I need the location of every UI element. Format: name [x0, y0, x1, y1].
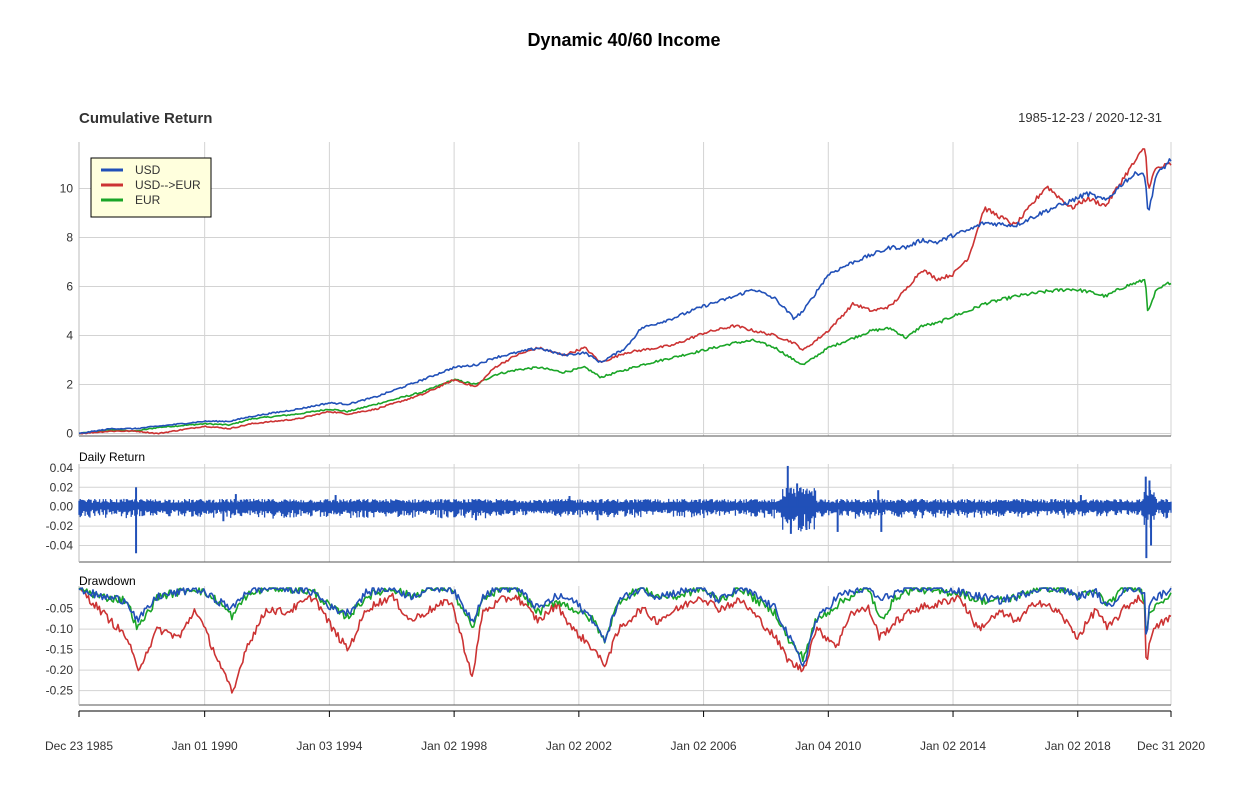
y-tick-label: 0.04 [50, 461, 74, 475]
series-line-usd [78, 587, 1172, 667]
x-tick-label: Jan 02 2002 [546, 739, 612, 753]
y-tick-label: 0.02 [50, 480, 74, 494]
x-tick-label: Jan 03 1994 [296, 739, 362, 753]
y-tick-label: -0.10 [46, 622, 74, 636]
y-tick-label: -0.15 [46, 643, 74, 657]
series-line-usd-eur [78, 587, 1172, 694]
x-tick-label: Jan 01 1990 [172, 739, 238, 753]
y-tick-label: 8 [66, 231, 73, 245]
y-tick-label: 10 [60, 182, 74, 196]
y-tick-label: -0.05 [46, 602, 74, 616]
y-tick-label: 4 [66, 329, 73, 343]
x-tick-label: Dec 31 2020 [1137, 739, 1205, 753]
date-range-label: 1985-12-23 / 2020-12-31 [1018, 110, 1162, 125]
y-tick-label: -0.04 [46, 539, 74, 553]
plot-layer: Dec 23 1985 Jan 01 1990 Jan 03 1994 Jan 02 … [45, 142, 1205, 753]
x-tick-label: Jan 02 1998 [421, 739, 487, 753]
y-tick-label: 0 [66, 427, 73, 441]
legend-label: USD [135, 163, 161, 177]
daily-return-bars [78, 487, 1172, 532]
series-line-eur [78, 278, 1172, 435]
x-tick-label: Jan 04 2010 [795, 739, 861, 753]
x-tick-label: Jan 02 2014 [920, 739, 986, 753]
x-tick-label: Jan 02 2018 [1045, 739, 1111, 753]
y-tick-label: 2 [66, 378, 73, 392]
y-tick-label: 0.00 [50, 500, 74, 514]
panel-title-drawdown: Drawdown [79, 574, 136, 588]
panel-title-daily-return: Daily Return [79, 450, 145, 464]
y-tick-label: -0.02 [46, 519, 74, 533]
y-tick-label: -0.25 [46, 684, 74, 698]
legend-label: USD-->EUR [135, 178, 201, 192]
legend-box [90, 157, 212, 218]
panel-title-cumulative-return: Cumulative Return [79, 110, 212, 127]
chart-title: Dynamic 40/60 Income [527, 30, 720, 50]
y-tick-label: -0.20 [46, 663, 74, 677]
y-tick-label: 6 [66, 280, 73, 294]
series-line-usd [78, 158, 1172, 435]
x-tick-label: Jan 02 2006 [671, 739, 737, 753]
series-line-usd-eur [78, 148, 1172, 435]
legend-label: EUR [135, 193, 161, 207]
x-tick-label: Dec 23 1985 [45, 739, 113, 753]
